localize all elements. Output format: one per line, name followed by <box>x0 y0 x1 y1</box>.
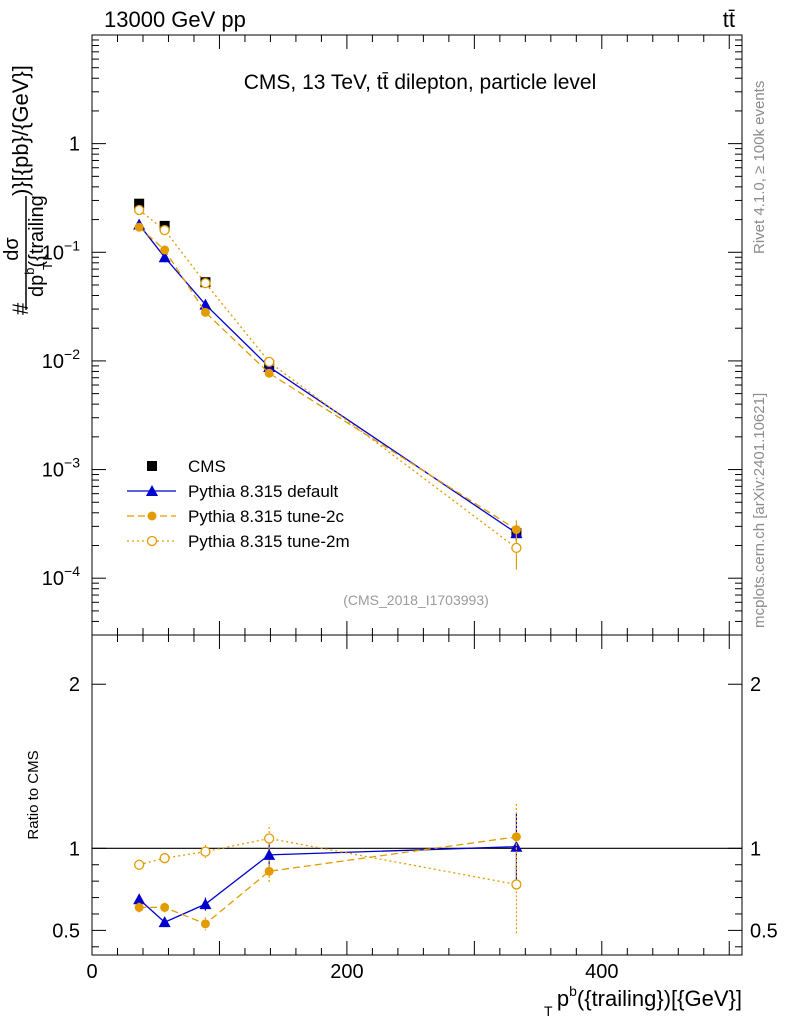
y-label-den-main: dp <box>26 275 48 297</box>
x-label-main: p <box>557 986 569 1011</box>
y-tick-label: 1 <box>69 134 80 156</box>
x-label-sub: T <box>544 1003 553 1019</box>
y-tick-label: 10−4 <box>42 563 80 590</box>
ratio-point-default <box>133 893 146 905</box>
ratio-point-tune2m <box>200 846 211 857</box>
energy-label: 13000 GeV pp <box>104 7 246 32</box>
y-label-den-rest: ({trailing <box>26 195 48 267</box>
y-label-denominator: dpb({trailing <box>22 195 48 297</box>
ratio-y-tick-label-right: 2 <box>750 674 761 696</box>
legend-marker-tune2m <box>146 535 158 547</box>
y-tick-label-base: 10 <box>42 242 64 264</box>
ratio-point-default <box>263 848 276 860</box>
data-point-tune2c <box>264 368 274 378</box>
data-point-default <box>158 251 171 263</box>
legend-marker-cms <box>147 461 157 471</box>
ratio-point-tune2c <box>134 902 144 912</box>
y-tick-label-base: 10 <box>42 568 64 590</box>
x-axis-label: pb({trailing})[{GeV}] <box>557 983 742 1011</box>
ratio-y-axis-label: Ratio to CMS <box>25 750 42 839</box>
legend-label-cms: CMS <box>188 457 226 476</box>
ratio-point-tune2c <box>160 902 170 912</box>
x-tick-label: 200 <box>330 961 363 983</box>
ratio-point-default <box>158 916 171 928</box>
legend-label-default: Pythia 8.315 default <box>188 482 339 501</box>
legend-label-tune2c: Pythia 8.315 tune-2c <box>188 507 344 526</box>
ratio-point-tune2m <box>134 859 145 870</box>
y-tick-label-exponent: −1 <box>64 237 80 253</box>
mcplots-label: mcplots.cern.ch [arXiv:2401.10621] <box>751 393 768 628</box>
y-tick-label: 10−2 <box>42 346 80 373</box>
ratio-point-tune2m <box>511 879 522 890</box>
legend-marker-default <box>146 485 158 496</box>
y-tick-label: 10−1 <box>42 237 80 264</box>
data-point-tune2m <box>159 224 170 236</box>
series-line-tune2m <box>138 209 517 549</box>
y-tick-label: 10−3 <box>42 455 80 482</box>
legend-marker-tune2c <box>147 511 157 521</box>
y-tick-label-exponent: −2 <box>64 346 80 362</box>
data-point-tune2c <box>160 245 170 255</box>
y-label-suffix: )}[{pb}/{GeV}] <box>8 65 33 196</box>
rivet-version-label: Rivet 4.1.0, ≥ 100k events <box>751 81 768 254</box>
data-point-tune2m <box>134 204 145 216</box>
ratio-y-tick-label-right: 0.5 <box>750 920 778 942</box>
ratio-series-group <box>133 804 523 934</box>
x-label-rest: ({trailing})[{GeV}] <box>577 986 742 1011</box>
ratio-y-tick-label-right: 1 <box>750 838 761 860</box>
series-tune2m <box>134 204 522 570</box>
ratio-y-ticks: 0.5 0.5 1 1 2 2 <box>52 674 778 948</box>
y-label-den-sup: b <box>22 268 37 275</box>
ratio-point-tune2m <box>159 853 170 864</box>
data-point-tune2c <box>134 222 144 232</box>
ratio-y-tick-label: 2 <box>69 674 80 696</box>
data-point-tune2m <box>511 542 522 554</box>
y-tick-label-exponent: −3 <box>64 455 80 471</box>
ratio-point-tune2m <box>264 833 275 844</box>
ratio-series-tune2m <box>134 827 522 934</box>
main-series-group <box>133 198 523 570</box>
x-label-sup: b <box>569 983 577 999</box>
series-tune2c <box>134 222 521 541</box>
analysis-id-label: (CMS_2018_I1703993) <box>343 592 489 608</box>
main-plot-title: CMS, 13 TeV, tt̄ dilepton, particle leve… <box>244 71 597 94</box>
ratio-point-tune2c <box>200 919 210 929</box>
ratio-series-tune2c <box>134 804 521 931</box>
ratio-line-default <box>138 846 517 923</box>
main-y-axis-label: # dσ dpb({trailing T )}[{pb}/{GeV}] <box>1 65 55 315</box>
main-panel: 10−410−310−210−11 CMS, 13 TeV, tt̄ dilep… <box>42 34 743 636</box>
legend: CMS Pythia 8.315 default Pythia 8.315 tune… <box>127 457 350 551</box>
data-point-tune2m <box>200 277 211 289</box>
data-point-tune2m <box>264 356 275 368</box>
legend-label-tune2m: Pythia 8.315 tune-2m <box>188 532 350 551</box>
process-label: tt̄ <box>723 7 735 32</box>
y-tick-label-base: 10 <box>42 351 64 373</box>
ratio-point-default <box>510 840 523 852</box>
main-y-ticks: 10−410−310−210−11 <box>42 34 742 636</box>
x-tick-label: 0 <box>86 961 97 983</box>
ratio-series-default <box>133 813 523 928</box>
ratio-line-tune2c <box>139 836 517 925</box>
data-point-tune2c <box>200 307 210 317</box>
y-tick-label-base: 1 <box>69 134 80 156</box>
y-tick-label-base: 10 <box>42 460 64 482</box>
series-line-tune2c <box>138 226 517 531</box>
data-point-tune2c <box>511 525 521 535</box>
main-x-ticks <box>91 35 730 635</box>
ratio-point-tune2c <box>264 866 274 876</box>
ratio-point-default <box>199 898 212 910</box>
ratio-x-ticks: 0 200 400 <box>86 635 730 983</box>
y-tick-label-exponent: −4 <box>64 563 80 579</box>
y-label-prefix: # <box>8 302 33 315</box>
y-label-den-sub: T <box>40 262 55 270</box>
ratio-plot-frame <box>91 634 743 956</box>
ratio-line-tune2m <box>138 837 517 886</box>
x-tick-label: 400 <box>585 961 618 983</box>
y-label-numerator: dσ <box>1 237 23 261</box>
ratio-panel: 0.5 0.5 1 1 2 2 0 200 400 Ratio to CMS pb({trai… <box>25 634 778 1019</box>
ratio-y-tick-label: 1 <box>69 838 80 860</box>
data-point-cms <box>134 198 145 209</box>
ratio-y-tick-label: 0.5 <box>52 920 80 942</box>
